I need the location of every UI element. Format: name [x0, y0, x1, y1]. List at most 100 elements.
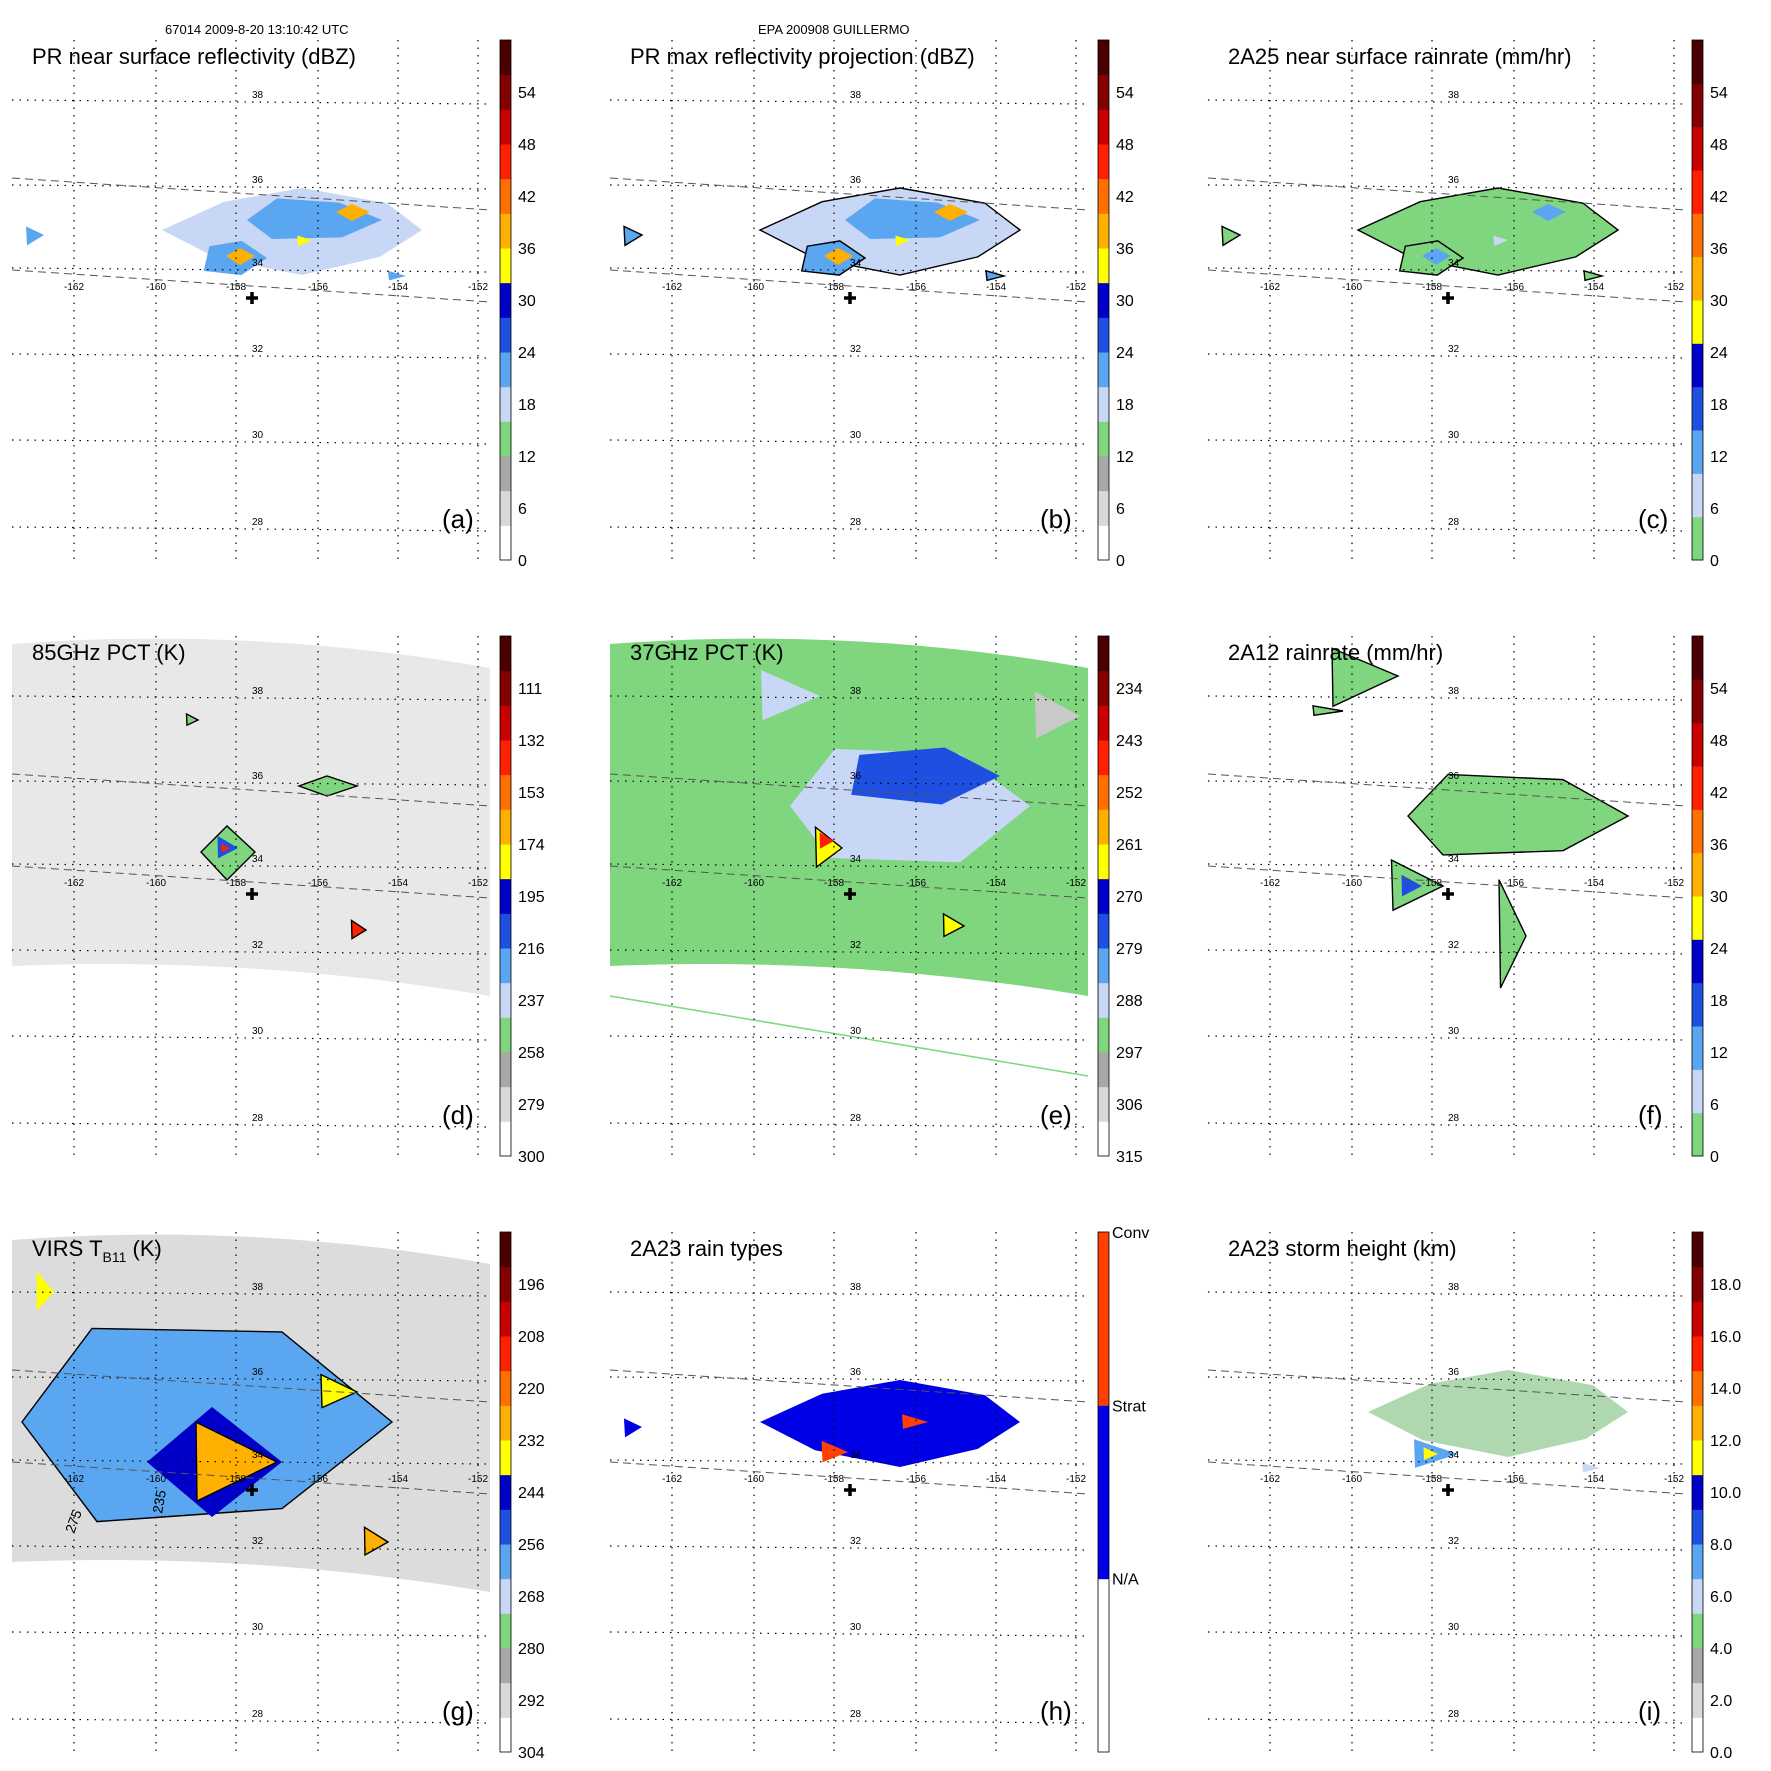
latitude-label: 30	[252, 1622, 264, 1633]
colorbar-segment	[500, 1613, 511, 1649]
colorbar-segment	[1098, 386, 1109, 422]
colorbar-segment	[500, 1682, 511, 1718]
contour-label: 275	[62, 1507, 85, 1535]
longitude-label: -162	[1260, 282, 1280, 293]
colorbar-tick-label: 10.0	[1710, 1485, 1741, 1502]
colorbar-tick-label: 36	[1710, 241, 1728, 258]
colorbar-segment	[500, 636, 511, 672]
latitude-label: 36	[850, 771, 862, 782]
colorbar-segment	[500, 774, 511, 810]
colorbar-segment	[500, 982, 511, 1018]
longitude-label: -154	[986, 282, 1006, 293]
swath-edge-south	[609, 269, 1089, 303]
colorbar-segment	[1692, 40, 1703, 84]
colorbar-tick-label: 216	[518, 941, 545, 958]
colorbar-segment	[1692, 516, 1703, 561]
swath-edge-south	[609, 1461, 1089, 1495]
colorbar-segment	[500, 248, 511, 284]
parallel-line	[1207, 267, 1687, 273]
storm-center-marker	[844, 292, 856, 304]
longitude-label: -160	[744, 878, 764, 889]
colorbar-tick-label: 16.0	[1710, 1329, 1741, 1346]
longitude-label: -152	[468, 282, 488, 293]
colorbar-frame	[1097, 635, 1110, 1157]
latitude-label: 30	[850, 430, 862, 441]
longitude-label: -160	[146, 1474, 166, 1485]
colorbar-tick-label: 4.0	[1710, 1641, 1732, 1658]
colorbar-segment	[1692, 1336, 1703, 1372]
colorbar-segment	[500, 1544, 511, 1580]
colorbar-segment	[1098, 1121, 1109, 1157]
parallel-line	[1207, 439, 1687, 445]
storm-center-marker	[1442, 292, 1454, 304]
colorbar-tick-label: 54	[518, 85, 536, 102]
panel-title-main: 2A23 storm height (km)	[1228, 1236, 1457, 1261]
longitude-label: -158	[1422, 878, 1442, 889]
colorbar-segment	[500, 705, 511, 741]
longitude-label: -162	[662, 1474, 682, 1485]
colorbar-segment	[1692, 1717, 1703, 1753]
latitude-label: 30	[850, 1026, 862, 1037]
colorbar-tick-label: 36	[1710, 837, 1728, 854]
latitude-label: 32	[252, 344, 264, 355]
colorbar-tick-label: 237	[518, 993, 545, 1010]
longitude-label: -152	[1664, 282, 1684, 293]
panel-letter: (g)	[442, 1696, 474, 1726]
colorbar-tick-label: 6	[1116, 501, 1125, 518]
colorbar-tick-label: 315	[1116, 1149, 1143, 1166]
panel-title: 85GHz PCT (K)	[32, 640, 186, 665]
swath-edge-south	[609, 865, 1089, 899]
parallel-line	[609, 1122, 1089, 1128]
parallel-line	[609, 1718, 1089, 1724]
tmi-rain-area	[1407, 773, 1630, 856]
colorbar-frame	[1691, 635, 1704, 1157]
pct37-south-cell	[942, 912, 966, 938]
map-f: -162 -160 -158 -156 -154 -152 38 36 34 32 30 28	[1207, 636, 1687, 1156]
map-a: -162 -160 -158 -156 -154 -152 38 36 34 32 30 28	[11, 40, 491, 560]
colorbar-segment	[1692, 982, 1703, 1027]
parallel-line	[1207, 99, 1687, 105]
colorbar-tick-label: 30	[1710, 293, 1728, 310]
panel-title-main: 2A12 rainrate (mm/hr)	[1228, 640, 1443, 665]
colorbar-tick-label: 261	[1116, 837, 1143, 854]
orbit-header: 67014 2009-8-20 13:10:42 UTC	[165, 22, 349, 37]
latitude-label: 34	[252, 258, 264, 269]
storm-center-marker	[246, 1484, 258, 1496]
colorbar-segment	[1692, 83, 1703, 128]
panel-letter: (c)	[1638, 504, 1668, 534]
colorbar-segment	[1098, 144, 1109, 180]
colorbar-tick-label: 42	[1710, 785, 1728, 802]
pct85-swath	[12, 638, 490, 996]
latitude-label: 38	[1448, 686, 1460, 697]
map-b: -162 -160 -158 -156 -154 -152 38 36 34 32 30 28	[609, 40, 1089, 560]
longitude-label: -162	[662, 878, 682, 889]
panel-letter: (d)	[442, 1100, 474, 1130]
colorbar-segment	[1098, 248, 1109, 284]
parallel-line	[1207, 353, 1687, 359]
latitude-label: 32	[252, 1536, 264, 1547]
latitude-label: 28	[252, 517, 264, 528]
colorbar-tick-label: 18.0	[1710, 1277, 1741, 1294]
parallel-line	[1207, 184, 1687, 190]
contour-label: 235	[149, 1489, 169, 1515]
longitude-label: -156	[1504, 878, 1524, 889]
colorbar-frame	[1691, 1231, 1704, 1753]
colorbar-tick-label: 0	[1710, 1149, 1719, 1166]
colorbar-segment	[500, 1440, 511, 1476]
panel-letter: (i)	[1638, 1696, 1661, 1726]
height-echo-main	[1368, 1370, 1628, 1457]
swath-edge-south	[11, 1461, 491, 1495]
longitude-label: -160	[744, 1474, 764, 1485]
longitude-label: -162	[64, 1474, 84, 1485]
colorbar-tick-label: 48	[1710, 733, 1728, 750]
colorbar-segment	[500, 948, 511, 984]
latitude-label: 34	[850, 258, 862, 269]
colorbar-segment	[1098, 74, 1109, 110]
panel-g: 275 235 -162 -160 -158 -156 -154 -152 38 36 34 32 30…	[11, 1232, 491, 1752]
longitude-label: -152	[1664, 1474, 1684, 1485]
colorbar-category-label: Strat	[1112, 1398, 1146, 1415]
colorbar-segment	[500, 1717, 511, 1753]
colorbar-segment	[1098, 421, 1109, 457]
panel-h: -162 -160 -158 -156 -154 -152 38 36 34 32 30 28 2A23…	[609, 1232, 1089, 1752]
latitude-label: 32	[850, 344, 862, 355]
